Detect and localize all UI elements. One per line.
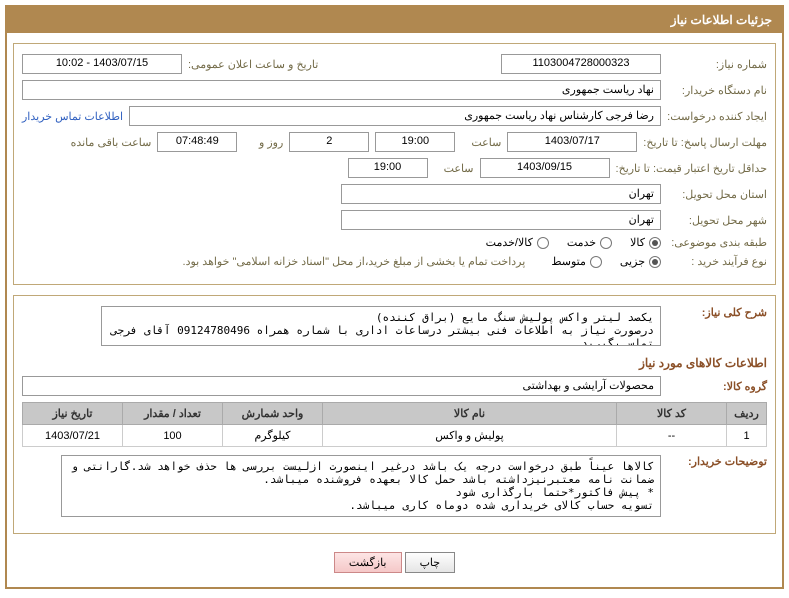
org-label: نام دستگاه خریدار: — [667, 84, 767, 97]
time-label-2: ساعت — [434, 162, 474, 175]
reply-date-field: 1403/07/17 — [507, 132, 637, 152]
announce-label: تاریخ و ساعت اعلان عمومی: — [188, 58, 318, 71]
city-field: تهران — [341, 210, 661, 230]
process-label: نوع فرآیند خرید : — [667, 255, 767, 268]
radio-both-label: کالا/خدمت — [486, 236, 533, 249]
col-qty: تعداد / مقدار — [123, 403, 223, 425]
remain-label: ساعت باقی مانده — [61, 136, 151, 149]
col-name: نام کالا — [323, 403, 617, 425]
process-note: پرداخت تمام یا بخشی از مبلغ خرید،از محل … — [183, 255, 526, 268]
countdown-field: 07:48:49 — [157, 132, 237, 152]
radio-both[interactable] — [537, 237, 549, 249]
col-row: ردیف — [727, 403, 767, 425]
price-valid-label: حداقل تاریخ اعتبار قیمت: تا تاریخ: — [616, 162, 767, 175]
org-field: نهاد ریاست جمهوری — [22, 80, 661, 100]
desc-label: شرح کلی نیاز: — [667, 306, 767, 319]
description-box: شرح کلی نیاز: اطلاعات کالاهای مورد نیاز … — [13, 295, 776, 534]
price-date-field: 1403/09/15 — [480, 158, 610, 178]
radio-goods-label: کالا — [630, 236, 645, 249]
days-and-label: روز و — [243, 136, 283, 149]
radio-service[interactable] — [600, 237, 612, 249]
col-date: تاریخ نیاز — [23, 403, 123, 425]
creator-field: رضا فرجی کارشناس نهاد ریاست جمهوری — [129, 106, 661, 126]
city-label: شهر محل تحویل: — [667, 214, 767, 227]
col-code: کد کالا — [617, 403, 727, 425]
header-title: جزئیات اطلاعات نیاز — [7, 7, 782, 33]
desc-textarea[interactable] — [101, 306, 661, 346]
cell-name: پولیش و واکس — [323, 425, 617, 447]
radio-goods[interactable] — [649, 237, 661, 249]
col-unit: واحد شمارش — [223, 403, 323, 425]
items-table: ردیف کد کالا نام کالا واحد شمارش تعداد /… — [22, 402, 767, 447]
topic-label: طبقه بندی موضوعی: — [667, 236, 767, 249]
cell-date: 1403/07/21 — [23, 425, 123, 447]
radio-medium-label: متوسط — [551, 255, 586, 268]
province-field: تهران — [341, 184, 661, 204]
province-label: استان محل تحویل: — [667, 188, 767, 201]
need-number-label: شماره نیاز: — [667, 58, 767, 71]
print-button[interactable]: چاپ — [405, 552, 456, 573]
group-field: محصولات آرایشی و بهداشتی — [22, 376, 661, 396]
reply-deadline-label: مهلت ارسال پاسخ: تا تاریخ: — [643, 136, 767, 149]
table-row: 1 -- پولیش و واکس کیلوگرم 100 1403/07/21 — [23, 425, 767, 447]
reply-time-field: 19:00 — [375, 132, 455, 152]
cell-qty: 100 — [123, 425, 223, 447]
need-number-field: 1103004728000323 — [501, 54, 661, 74]
cell-code: -- — [617, 425, 727, 447]
radio-small-label: جزیی — [620, 255, 645, 268]
cell-row: 1 — [727, 425, 767, 447]
announce-field: 1403/07/15 - 10:02 — [22, 54, 182, 74]
price-time-field: 19:00 — [348, 158, 428, 178]
radio-small[interactable] — [649, 256, 661, 268]
contact-buyer-link[interactable]: اطلاعات تماس خریدار — [22, 110, 123, 123]
back-button[interactable]: بازگشت — [334, 552, 402, 573]
cell-unit: کیلوگرم — [223, 425, 323, 447]
time-label-1: ساعت — [461, 136, 501, 149]
radio-service-label: خدمت — [567, 236, 596, 249]
group-label: گروه کالا: — [667, 380, 767, 393]
days-field: 2 — [289, 132, 369, 152]
radio-medium[interactable] — [590, 256, 602, 268]
buyer-note-label: توضیحات خریدار: — [667, 455, 767, 468]
creator-label: ایجاد کننده درخواست: — [667, 110, 767, 123]
items-section-title: اطلاعات کالاهای مورد نیاز — [22, 356, 767, 370]
main-details-box: شماره نیاز: 1103004728000323 تاریخ و ساع… — [13, 43, 776, 285]
buyer-note-textarea[interactable] — [61, 455, 661, 517]
